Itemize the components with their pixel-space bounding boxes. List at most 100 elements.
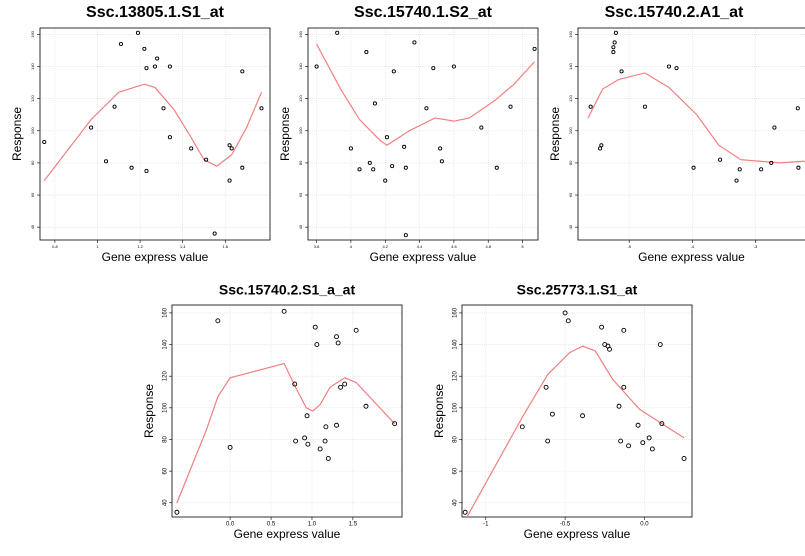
data-point [439,159,444,164]
data-point [334,422,339,428]
chart-title: Ssc.15740.1.S2_at [354,4,493,21]
y-tick-label: 40 [163,499,169,506]
data-point [142,46,147,51]
data-point [545,438,551,444]
data-point [189,146,194,151]
y-axis-label: Response [278,107,292,161]
data-point [314,64,319,69]
data-point [292,381,298,387]
data-point [613,30,618,35]
x-tick-label: 1.2 [137,244,143,249]
y-tick-label: 140 [163,339,169,350]
data-point [772,125,777,130]
data-point [304,413,310,419]
data-point [519,424,525,430]
data-point [403,165,408,170]
data-point [240,69,245,74]
data-point [795,106,800,111]
data-point [155,56,160,61]
y-tick-label: 140 [453,339,459,350]
data-point [215,318,221,324]
data-point [357,167,362,172]
data-point [635,422,641,428]
data-point [240,165,245,170]
data-point [607,346,612,352]
data-point [363,403,369,409]
data-point [367,160,372,165]
fit-line [43,83,263,181]
data-point [89,125,94,130]
y-tick-label: 120 [568,95,573,102]
fit-line [466,345,685,517]
y-tick-label: 40 [30,224,35,229]
plot-frame [307,27,539,241]
data-point [227,444,233,450]
data-point [348,146,353,151]
data-point [649,446,655,452]
data-point [42,139,47,145]
data-point [103,159,109,164]
data-point [734,178,739,183]
plot-frame [171,304,403,518]
x-tick-label: 4.2 [382,244,388,249]
y-tick-label: 60 [453,467,459,474]
data-point [599,324,605,330]
data-point [431,66,436,71]
data-point [314,342,320,348]
y-tick-label: 40 [453,499,459,506]
x-tick-label: 1.0 [308,522,317,528]
data-point [451,64,456,69]
data-point [479,125,484,130]
data-point [424,106,429,111]
data-point [402,144,407,149]
data-point [657,342,663,348]
x-tick-label: -5 [627,244,631,249]
fit-line [176,362,396,503]
plot-frame [461,304,693,518]
y-axis-label: Response [548,107,562,161]
y-tick-label: 160 [298,30,303,37]
data-point [335,340,341,346]
data-point [640,440,646,446]
data-point [371,167,376,172]
data-point [621,384,627,390]
x-tick-label: 4 [350,244,353,249]
y-tick-label: 120 [453,371,459,382]
data-point [204,157,209,162]
data-point [626,443,632,449]
data-point [317,446,323,452]
data-point [353,327,359,333]
y-tick-label: 140 [30,62,35,69]
data-point [305,441,311,447]
data-point [372,101,377,106]
y-tick-label: 80 [163,435,169,442]
x-tick-label: 0.8 [52,244,58,249]
data-point [769,160,774,165]
data-point [618,438,624,444]
panel: Ssc.15740.2.S1_a_at 40 60 80 100 120 140 160 0.0… [142,282,403,541]
y-tick-label: 80 [30,160,35,165]
data-point [167,135,172,140]
data-point [312,324,318,330]
data-point [532,46,537,51]
x-tick-label: -3 [754,244,758,249]
data-point [642,104,647,109]
y-tick-label: 160 [163,307,169,318]
data-point [342,381,348,387]
data-point [562,310,568,316]
data-point [227,178,232,183]
data-point [144,168,149,173]
data-point [135,30,141,35]
y-tick-label: 100 [568,127,573,134]
data-point [494,165,499,170]
data-point [403,233,408,238]
y-tick-label: 40 [568,224,573,229]
data-point [438,146,443,151]
panel: Ssc.25773.1.S1_at 40 60 80 100 120 140 160 -1 -0.… [432,282,693,541]
data-point [364,50,369,55]
y-axis-label: Response [432,384,446,438]
y-tick-label: 80 [453,435,459,442]
x-tick-label: 3.8 [314,244,320,249]
